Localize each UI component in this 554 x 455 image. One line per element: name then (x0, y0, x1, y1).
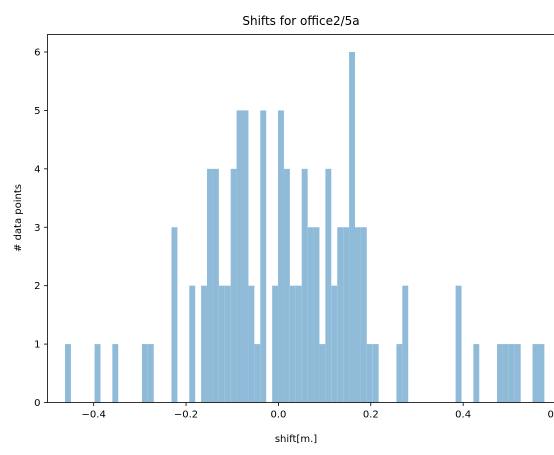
histogram-bar (218, 285, 225, 403)
y-axis-label: # data points (13, 184, 24, 252)
histogram-bar (94, 344, 101, 403)
histogram-bar (307, 227, 314, 403)
histogram-bar (289, 285, 296, 403)
histogram-bar (372, 344, 379, 403)
histogram-bar (242, 110, 249, 403)
histogram-bar (455, 285, 462, 403)
histogram-bar (171, 227, 178, 403)
histogram-bar (212, 168, 219, 403)
histogram-bar (349, 52, 355, 403)
x-axis-label: shift[m.] (275, 434, 317, 445)
histogram-bar (236, 110, 243, 403)
histogram-bar (538, 344, 545, 403)
histogram-bar (343, 227, 350, 403)
histogram-bar (396, 344, 403, 403)
histogram-bar (313, 227, 320, 403)
histogram-bar (201, 285, 208, 403)
histogram-bar (207, 168, 213, 403)
histogram-bar (272, 285, 279, 403)
chart-title: Shifts for office2/5a (242, 14, 359, 28)
histogram-bar (360, 227, 367, 403)
histogram-bar (514, 344, 521, 403)
y-tick-label: 4 (34, 164, 40, 175)
histogram-bar (301, 168, 308, 403)
histogram-bar (337, 227, 344, 403)
histogram-bar (402, 285, 409, 403)
x-axis-ticks: −0.4 −0.2 0.0 0.2 0.4 0.6 (82, 402, 554, 421)
histogram-bar (230, 168, 237, 403)
y-axis-ticks: 0 1 2 3 4 5 6 (34, 48, 48, 409)
histogram-bar (497, 344, 503, 403)
histogram-bar (366, 344, 373, 403)
histogram-bar (248, 285, 255, 403)
y-tick-label: 0 (34, 398, 40, 409)
bars-group (65, 52, 545, 403)
histogram-bar (319, 344, 326, 403)
histogram-bar (473, 344, 480, 403)
x-tick-label: 0.0 (270, 410, 286, 421)
histogram-bar (532, 344, 539, 403)
plot-area: −0.4 −0.2 0.0 0.2 0.4 0.6 0 1 2 3 4 5 6 (34, 34, 554, 421)
histogram-bar (147, 344, 154, 403)
histogram-bar (325, 168, 332, 403)
histogram-bar (295, 285, 302, 403)
x-tick-label: 0.6 (548, 410, 554, 421)
histogram-bar (112, 344, 119, 403)
y-tick-label: 1 (34, 340, 40, 351)
x-tick-label: 0.4 (455, 410, 471, 421)
histogram-bar (141, 344, 148, 403)
y-tick-label: 6 (34, 48, 40, 59)
histogram-bar (224, 285, 231, 403)
x-tick-label: −0.4 (82, 410, 106, 421)
histogram-bar (508, 344, 515, 403)
y-tick-label: 5 (34, 106, 40, 117)
histogram-bar (283, 168, 290, 403)
axes-frame (47, 34, 554, 403)
histogram-bar (189, 285, 196, 403)
histogram-bar (65, 344, 71, 403)
x-tick-label: 0.2 (363, 410, 379, 421)
y-tick-label: 2 (34, 281, 40, 292)
histogram-bar (502, 344, 509, 403)
histogram-bar (260, 110, 267, 403)
x-tick-label: −0.2 (174, 410, 198, 421)
histogram-bar (354, 227, 361, 403)
y-tick-label: 3 (34, 223, 40, 234)
histogram-bar (254, 344, 261, 403)
histogram-bar (331, 285, 338, 403)
histogram-bar (278, 110, 284, 403)
